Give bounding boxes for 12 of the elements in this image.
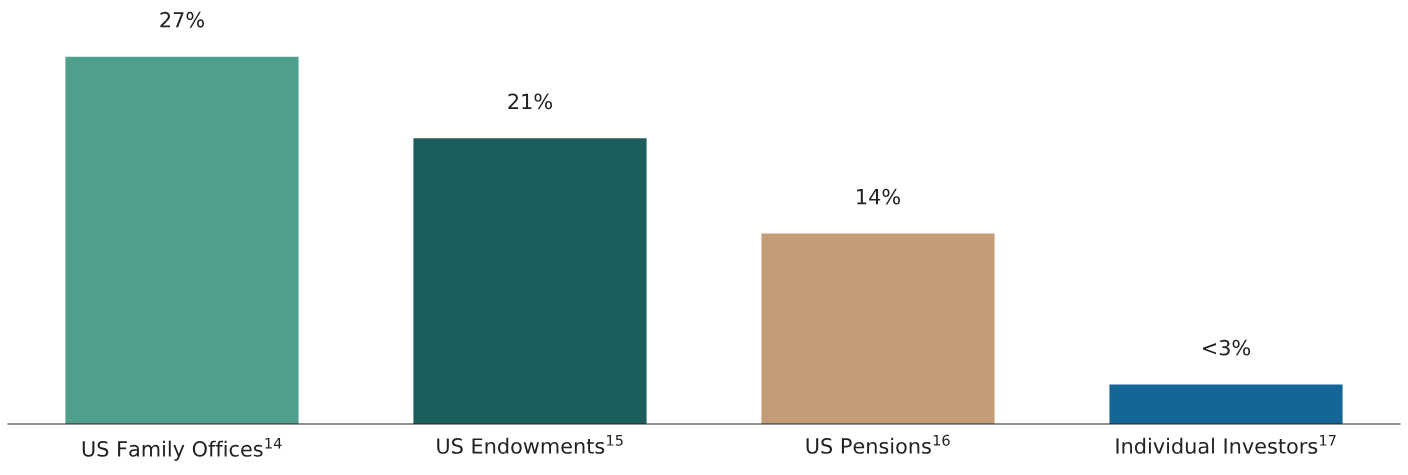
- data-label: 21%: [508, 93, 552, 110]
- bar: [761, 233, 995, 424]
- bar: [413, 138, 647, 424]
- data-label: 27%: [160, 11, 204, 28]
- bar: [1109, 384, 1343, 424]
- x-tick-label: US Family Offices$^{14}$: [82, 437, 282, 461]
- x-tick-label: US Pensions$^{16}$: [806, 434, 950, 454]
- x-tick-label: Individual Investors$^{17}$: [1116, 434, 1336, 454]
- bar: [65, 56, 299, 424]
- x-tick-label: US Endowments$^{15}$: [437, 434, 623, 454]
- data-label: <3%: [1202, 339, 1251, 356]
- data-label: 14%: [857, 188, 900, 205]
